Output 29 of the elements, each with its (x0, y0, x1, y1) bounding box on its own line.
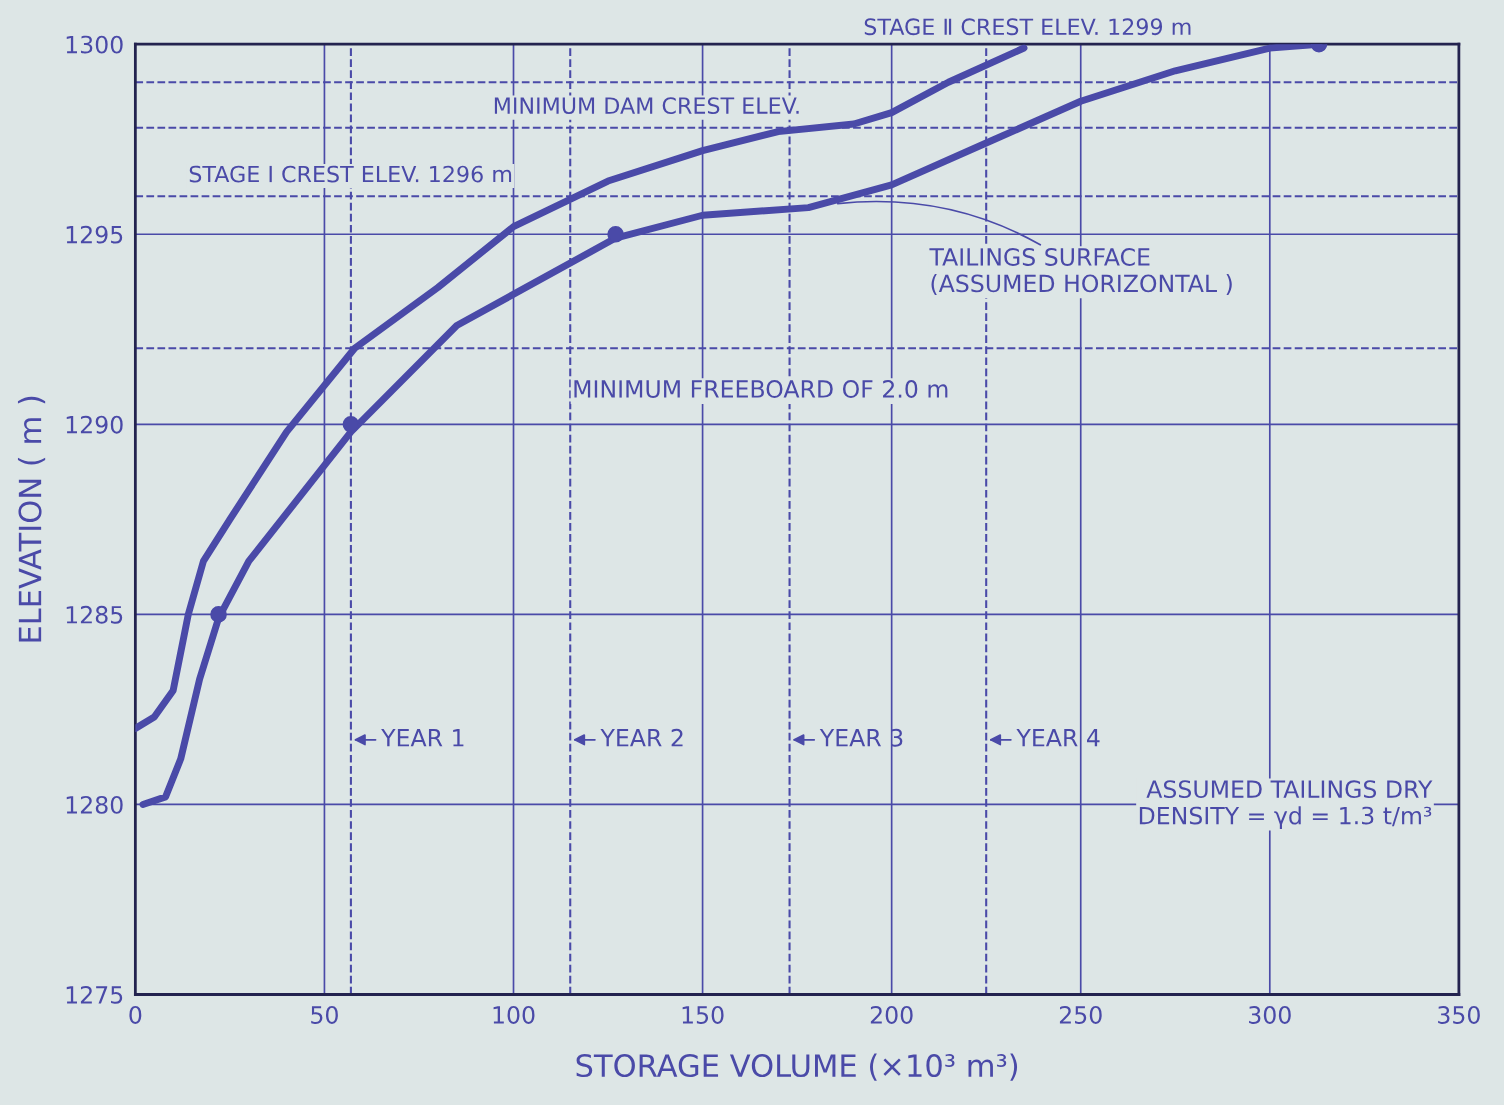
x-axis-title: STORAGE VOLUME (×10³ m³) (576, 1053, 1018, 1081)
y-tick-label: 1280 (66, 795, 123, 814)
x-tick-label: 100 (493, 1006, 535, 1024)
ref-line-label: STAGE Ⅱ CREST ELEV. 1299 m (864, 18, 1191, 36)
x-tick-label: 0 (129, 1006, 142, 1024)
y-axis-title: ELEVATION ( m ) (17, 396, 46, 642)
x-tick-label: 50 (311, 1006, 338, 1024)
ref-line-label: STAGE I CREST ELEV. 1296 m (189, 165, 512, 183)
x-tick-label: 350 (1438, 1006, 1480, 1024)
annotation: ASSUMED TAILINGS DRY DENSITY = γd = 1.3 t/m³ (1139, 780, 1433, 830)
point (607, 225, 624, 243)
x-tick-label: 150 (682, 1006, 724, 1024)
x-tick-label: 200 (870, 1006, 913, 1024)
annotation: TAILINGS SURFACE (ASSUMED HORIZONTAL ) (929, 248, 1232, 296)
point (342, 416, 360, 433)
point (210, 606, 227, 623)
y-tick-label: 1290 (66, 415, 123, 434)
x-tick-label: 300 (1249, 1006, 1291, 1024)
ref-line-label: YEAR 3 (819, 728, 903, 747)
ref-line-label: YEAR 1 (381, 729, 464, 747)
y-tick-label: 1300 (66, 35, 123, 54)
ref-line-label: YEAR 4 (1016, 729, 1100, 747)
x-tick-label: 250 (1059, 1006, 1102, 1024)
ref-line-label: MINIMUM DAM CREST ELEV. (494, 97, 799, 115)
ref-line-label: YEAR 2 (600, 728, 683, 747)
y-tick-label: 1295 (66, 225, 123, 244)
y-tick-label: 1285 (66, 605, 123, 624)
annotation: MINIMUM FREEBOARD OF 2.0 m (574, 380, 948, 398)
y-tick-label: 1275 (66, 985, 123, 1004)
